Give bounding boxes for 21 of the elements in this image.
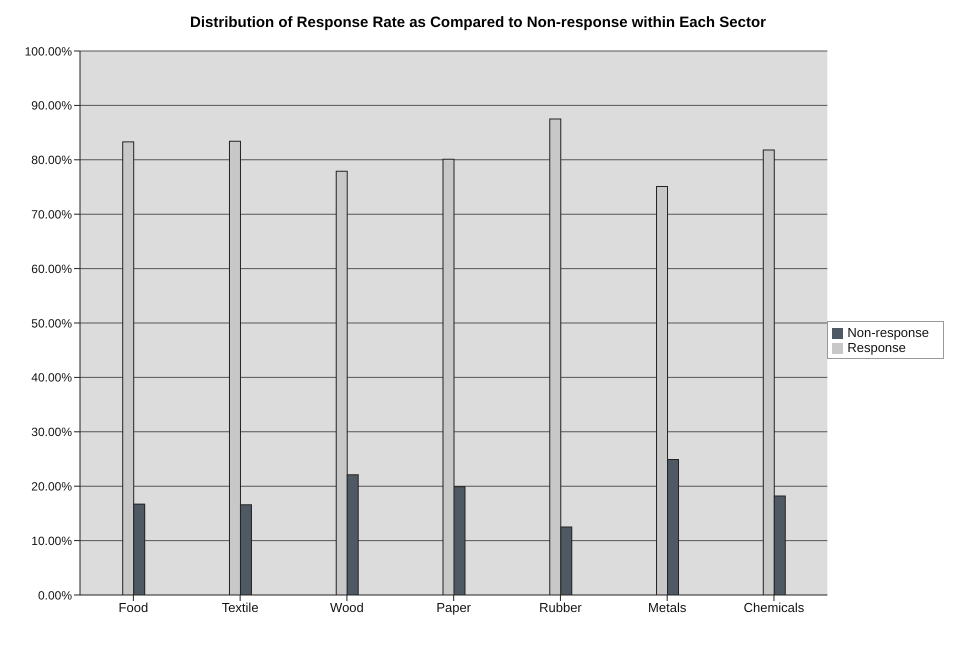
x-tick-label: Rubber: [539, 600, 582, 616]
x-tick-label: Paper: [436, 600, 472, 616]
y-tick-label: 20.00%: [31, 479, 72, 494]
y-tick-label: 40.00%: [31, 370, 72, 385]
y-tick-label: 90.00%: [31, 98, 72, 113]
x-tick-label: Textile: [222, 600, 259, 616]
legend-label: Non-response: [847, 325, 929, 340]
legend-label: Response: [847, 340, 906, 355]
y-tick-label: 60.00%: [31, 262, 72, 276]
y-tick-label: 30.00%: [31, 425, 72, 440]
chart-title: Distribution of Response Rate as Compared to Non-response within Each Sector: [189, 14, 767, 31]
y-tick-label: 0.00%: [38, 588, 72, 602]
x-tick-label: Metals: [648, 600, 687, 616]
y-tick-label: 70.00%: [31, 207, 72, 222]
x-tick-label: Wood: [330, 600, 364, 616]
x-tick-label: Food: [118, 600, 148, 616]
y-tick-label: 80.00%: [31, 153, 72, 168]
y-tick-label: 100.00%: [24, 44, 72, 58]
y-tick-label: 10.00%: [31, 534, 72, 548]
x-tick-label: Chemicals: [744, 600, 805, 616]
y-tick-label: 50.00%: [31, 316, 72, 330]
